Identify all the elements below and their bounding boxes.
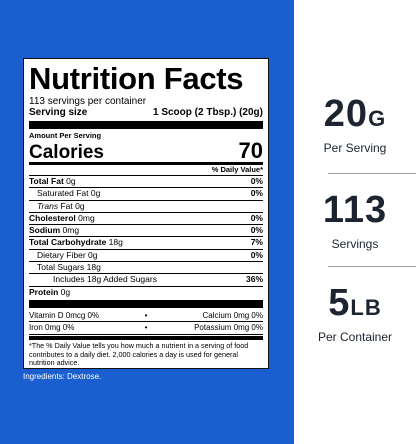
thick-divider	[29, 121, 263, 129]
cholesterol-amount: 0mg	[78, 212, 95, 223]
stat-weight: 5LB Per Container	[294, 283, 416, 345]
vitamin-row-1: Vitamin D 0mcg 0% • Calcium 0mg 0%	[29, 310, 263, 323]
serving-size-value: 1 Scoop (2 Tbsp.) (20g)	[152, 107, 263, 118]
stat-divider	[328, 173, 416, 174]
stat-protein-unit: G	[368, 106, 387, 131]
trans-fat-amount: 0g	[75, 200, 85, 211]
stat-weight-unit: LB	[350, 295, 382, 320]
fiber-amount: 0g	[88, 249, 98, 260]
stat-protein-value: 20	[323, 93, 369, 135]
trans-fat-name: Trans	[37, 200, 59, 211]
serving-size-label: Serving size	[29, 107, 88, 118]
total-carb-amount: 18g	[108, 237, 123, 248]
row-total-fat: Total Fat 0g 0%	[29, 176, 263, 189]
added-sugars-pct: 36%	[245, 274, 263, 285]
protein-name: Protein	[29, 286, 59, 297]
ingredients-text: Ingredients: Dextrose.	[23, 372, 102, 381]
servings-per-container: 113 servings per container	[29, 96, 147, 107]
bullet-dot: •	[144, 323, 148, 333]
stats-column: 20G Per Serving 113 Servings 5LB Per Con…	[294, 0, 416, 444]
row-protein: Protein 0g	[29, 287, 263, 298]
daily-value-header: % Daily Value*	[29, 165, 263, 176]
stat-servings-value: 113	[322, 189, 388, 231]
saturated-fat-pct: 0%	[250, 188, 263, 199]
protein-amount: 0g	[60, 286, 71, 297]
total-sugars-name: Total Sugars	[37, 262, 85, 273]
fiber-pct: 0%	[250, 249, 263, 260]
total-fat-pct: 0%	[250, 176, 263, 186]
calcium: Calcium 0mg 0%	[202, 310, 263, 320]
stat-protein-caption: Per Serving	[323, 141, 387, 155]
saturated-fat-name: Saturated Fat	[37, 188, 89, 199]
total-carb-pct: 7%	[250, 237, 263, 248]
stat-servings-caption: Servings	[331, 237, 379, 251]
stat-weight-caption: Per Container	[317, 330, 393, 344]
sodium-pct: 0%	[250, 225, 263, 236]
total-sugars-amount: 18g	[86, 262, 101, 273]
calories-label: Calories	[29, 142, 104, 163]
added-sugars-name: Includes 18g Added Sugars	[53, 274, 157, 285]
row-total-carbohydrate: Total Carbohydrate 18g 7%	[29, 237, 263, 250]
row-total-sugars: Total Sugars 18g	[29, 262, 263, 275]
iron: Iron 0mg 0%	[29, 323, 75, 333]
stat-weight-value: 5	[328, 282, 351, 324]
saturated-fat-amount: 0g	[90, 188, 101, 199]
row-trans-fat: Trans Fat 0g	[29, 201, 263, 213]
vitamin-d: Vitamin D 0mcg 0%	[29, 310, 100, 320]
stat-protein: 20G Per Serving	[294, 94, 416, 156]
row-dietary-fiber: Dietary Fiber 0g 0%	[29, 249, 263, 263]
stat-divider	[328, 266, 416, 267]
daily-value-footnote: *The % Daily Value tells you how much a …	[29, 335, 263, 368]
bullet-dot: •	[144, 310, 148, 320]
stat-servings: 113 Servings	[294, 190, 416, 252]
fiber-name: Dietary Fiber	[37, 249, 86, 260]
serving-size-row: Serving size 1 Scoop (2 Tbsp.) (20g)	[29, 107, 263, 119]
row-saturated-fat: Saturated Fat 0g 0%	[29, 188, 263, 201]
total-fat-name: Total Fat	[29, 176, 64, 186]
thick-divider-vitamins	[29, 299, 263, 308]
row-added-sugars: Includes 18g Added Sugars 36%	[29, 274, 263, 287]
trans-fat-suffix: Fat	[60, 200, 73, 211]
label-title: Nutrition Facts	[29, 61, 244, 96]
total-carb-name: Total Carbohydrate	[29, 237, 107, 248]
row-sodium: Sodium 0mg 0%	[29, 225, 263, 238]
calories-row: Calories 70	[29, 140, 263, 165]
calories-value: 70	[238, 138, 263, 163]
nutrition-facts-label: Nutrition Facts 113 servings per contain…	[23, 58, 269, 369]
potassium: Potassium 0mg 0%	[194, 323, 263, 333]
total-fat-amount: 0g	[66, 176, 76, 186]
sodium-amount: 0mg	[62, 225, 80, 236]
row-cholesterol: Cholesterol 0mg 0%	[29, 212, 263, 226]
amount-per-serving: Amount Per Serving	[29, 131, 102, 140]
vitamin-row-2: Iron 0mg 0% • Potassium 0mg 0%	[29, 322, 263, 335]
sodium-name: Sodium	[29, 225, 61, 236]
cholesterol-name: Cholesterol	[29, 212, 76, 223]
cholesterol-pct: 0%	[250, 212, 263, 223]
